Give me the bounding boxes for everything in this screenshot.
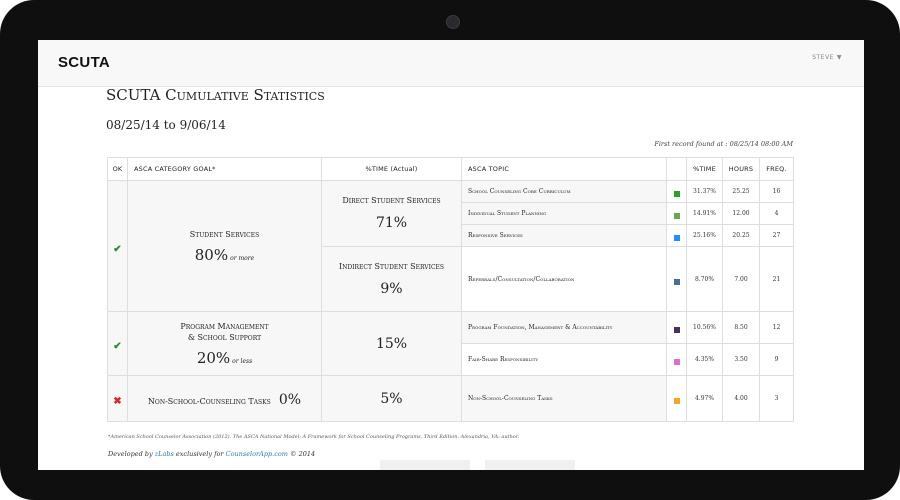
subgroup-label: Indirect Student Services [338,261,445,271]
cross-icon: ✖ [113,396,122,407]
swatch-cell [666,202,687,225]
topic-name: Non-School-Counseling Tasks [461,375,667,422]
topic-pct: 31.37% [686,180,723,203]
statistics-table: OK ASCA CATEGORY GOAL* %TIME (Actual) AS… [107,157,794,422]
ok-cell: ✔ [107,180,128,312]
topic-freq: 12 [759,311,794,344]
color-swatch [673,278,680,285]
ok-cell: ✖ [107,375,128,422]
swatch-cell [666,246,687,312]
topic-freq: 21 [759,246,794,312]
topic-hours: 20.25 [722,224,760,247]
top-navbar: SCUTA STEVE ▼ [38,40,864,87]
header-goal: ASCA CATEGORY GOAL* [127,157,322,181]
color-swatch [673,235,680,241]
zlabs-link[interactable]: zLabs [154,450,174,458]
header-topic: ASCA TOPIC [461,157,667,181]
swatch-cell [666,343,687,376]
footnote: *American School Counselor Association (… [108,434,520,440]
topic-hours: 8.50 [722,311,760,344]
table-row: Responsive Services 25.16% 20.25 27 [108,224,794,247]
header-freq: FREQ. [759,157,794,181]
color-swatch [673,359,680,365]
swatch-cell [666,311,687,344]
color-swatch [673,191,680,197]
color-swatch [673,327,680,333]
page-title: SCUTA Cumulative Statistics [106,86,325,104]
color-swatch [673,398,680,404]
table-row: ✖ Non-School-Counseling Tasks 0% 5% Non-… [107,375,794,422]
topic-name: Individual Student Planning [461,202,667,225]
swatch-cell [666,224,687,247]
brand-logo[interactable]: SCUTA [58,54,111,71]
swatch-cell [666,180,687,203]
user-menu[interactable]: STEVE ▼ [812,54,842,61]
topic-freq: 9 [759,343,794,376]
topic-freq: 3 [759,375,794,422]
app-screen: SCUTA STEVE ▼ SCUTA Cumulative Statistics… [38,40,864,470]
category-name: Student Services [189,229,260,239]
topic-name: Referrals/Consultation/Collaboration [461,246,667,312]
subgroup-pct: 71% [375,215,408,231]
category-target: 0% [278,392,302,408]
date-range: 08/25/14 to 9/06/14 [106,118,226,132]
topic-pct: 4.35% [686,343,723,376]
developed-by: Developed by zLabs exclusively for Couns… [108,450,316,458]
category-name: Non-School-Counseling Tasks [147,397,271,406]
topic-hours: 12.00 [722,202,760,225]
goal-cell: Student Services 80% or more [127,180,322,312]
category-target: 80% or more [194,245,255,264]
user-menu-label: STEVE [812,54,834,61]
table-row: Indirect Student Services 9% Referrals/C… [108,246,794,312]
header-hours: HOURS [722,157,760,181]
topic-hours: 4.00 [722,375,760,422]
ok-cell: ✔ [107,311,128,376]
caret-down-icon: ▼ [836,54,842,61]
category-name-line2: & School Support [187,332,262,342]
topic-pct: 10.56% [686,311,723,344]
category-pct: 15% [375,335,408,352]
check-icon: ✔ [113,341,122,352]
subgroup-label: Direct Student Services [342,196,441,205]
table-row: ✔ Program Management & School Support 20… [107,311,794,376]
first-record-note: First record found at : 08/25/14 08:00 A… [654,140,793,148]
subgroup-pct: 9% [380,280,403,297]
subgroup-cell: Indirect Student Services 9% [321,246,462,312]
topic-name: Program Foundation, Management & Account… [461,311,667,344]
table-header-row: OK ASCA CATEGORY GOAL* %TIME (Actual) AS… [107,157,794,181]
subgroup-cell: Direct Student Services 71% [321,180,462,247]
category-pct: 5% [380,390,403,407]
webcam-icon [446,15,460,29]
topic-freq: 4 [759,202,794,225]
category-target: 20% or less [196,348,253,367]
table-row: ✔ Student Services 80% or more Direct Stu… [107,180,794,312]
table-row: Fair-Share Responsibility 4.35% 3.50 9 [108,343,794,376]
table-row: Individual Student Planning 14.91% 12.00… [108,202,794,225]
topic-pct: 25.16% [686,224,723,247]
topic-name: Responsive Services [461,224,667,247]
topic-pct: 8.70% [686,246,723,312]
goal-cell: Non-School-Counseling Tasks 0% [127,375,322,422]
topic-pct: 4.97% [686,375,723,422]
category-name-line1: Program Management [180,321,269,331]
topic-hours: 3.50 [722,343,760,376]
header-swatch [666,157,687,181]
swatch-cell [666,375,687,422]
counselorapp-link[interactable]: CounselorApp.com [225,450,288,458]
header-ok: OK [107,157,128,181]
header-time-actual: %TIME (Actual) [321,157,462,181]
topic-freq: 16 [759,180,794,203]
goal-cell: Program Management & School Support 20% o… [127,311,322,376]
topic-name: School Counseling Core Curriculum [461,180,667,203]
topic-freq: 27 [759,224,794,247]
check-icon: ✔ [113,243,122,255]
topic-hours: 7.00 [722,246,760,312]
topic-name: Fair-Share Responsibility [461,343,667,376]
header-pct-time: %TIME [686,157,723,181]
color-swatch [673,213,680,219]
pct-cell: 15% [321,311,462,376]
topic-pct: 14.91% [686,202,723,225]
topic-hours: 25.25 [722,180,760,203]
pct-cell: 5% [321,375,462,422]
